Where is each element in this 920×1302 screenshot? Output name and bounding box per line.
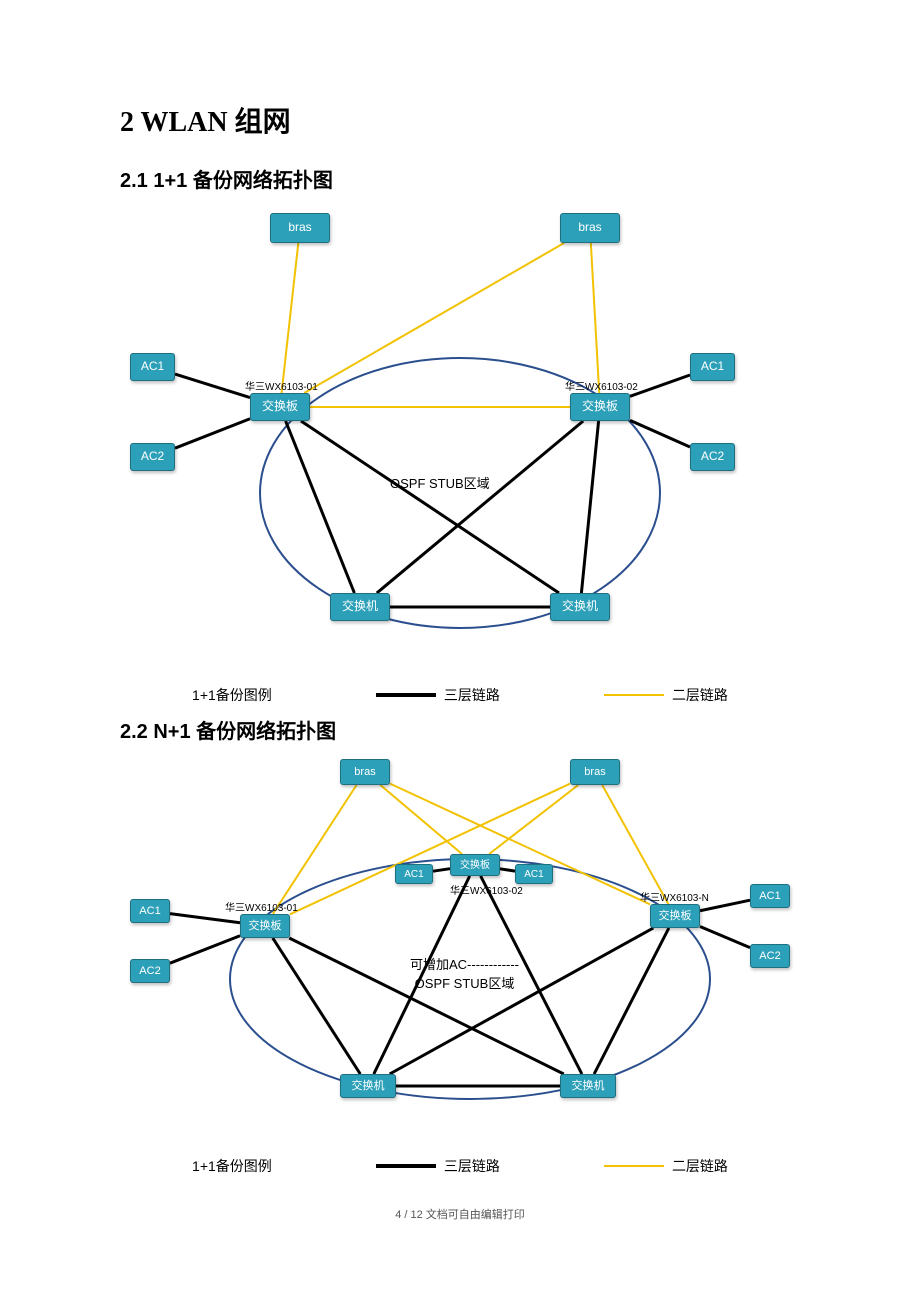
legend-title: 1+1备份图例 — [192, 685, 272, 705]
network-node: 交换机 — [560, 1074, 616, 1098]
network-node: 交换机 — [340, 1074, 396, 1098]
network-node: bras — [340, 759, 390, 785]
network-node: AC2 — [130, 959, 170, 983]
network-node: 交换机 — [330, 593, 390, 621]
network-node: 交换机 — [550, 593, 610, 621]
network-node: AC1 — [395, 864, 433, 884]
legend-1: 1+1备份图例 三层链路 二层链路 — [120, 675, 800, 715]
legend-l2-line — [604, 694, 664, 696]
network-node: 交换板 — [450, 854, 500, 876]
network-node: bras — [560, 213, 620, 243]
legend-2: 1+1备份图例 三层链路 二层链路 — [120, 1146, 800, 1186]
ospf-area-label: OSPF STUB区域 — [390, 473, 490, 492]
legend-l3-label: 三层链路 — [444, 685, 500, 705]
page-footer: 4 / 12 文档可自由编辑打印 — [120, 1206, 800, 1222]
diagram-1: bras bras AC1 AC2 AC1 AC2 交换板 交换板交换机 交换机 华三WX6103… — [120, 203, 800, 663]
device-label: 华三WX6103-01 — [245, 378, 318, 393]
network-node: 交换板 — [240, 914, 290, 938]
legend-l3-line — [376, 1164, 436, 1168]
device-label: 华三WX6103-01 — [225, 899, 298, 914]
legend-l3-line — [376, 693, 436, 697]
device-label: 华三WX6103-N — [640, 889, 709, 904]
section-heading-2b: 2.2 N+1 备份网络拓扑图 — [120, 715, 800, 744]
network-node: 交换板 — [570, 393, 630, 421]
device-label: 华三WX6103-02 — [450, 882, 523, 897]
legend-l2-label: 二层链路 — [672, 1156, 728, 1176]
network-node: AC1 — [130, 353, 175, 381]
network-node: bras — [570, 759, 620, 785]
legend-l2-line — [604, 1165, 664, 1167]
device-label: 华三WX6103-02 — [565, 378, 638, 393]
network-node: AC1 — [130, 899, 170, 923]
ospf-area-label: 可增加AC------------ OSPF STUB区域 — [410, 954, 519, 992]
network-node: AC2 — [690, 443, 735, 471]
network-node: AC1 — [690, 353, 735, 381]
network-node: AC1 — [515, 864, 553, 884]
legend-l3-label: 三层链路 — [444, 1156, 500, 1176]
network-node: 交换板 — [250, 393, 310, 421]
legend-l2-label: 二层链路 — [672, 685, 728, 705]
section-heading-1: 2 WLAN 组网 — [120, 100, 800, 140]
diagram-2: brasbrasAC1AC2AC1AC2AC1AC1交换板交换板交换板交换机交换… — [120, 754, 800, 1134]
section-heading-2a: 2.1 1+1 备份网络拓扑图 — [120, 164, 800, 193]
legend-title: 1+1备份图例 — [192, 1156, 272, 1176]
network-node: AC2 — [750, 944, 790, 968]
network-node: AC1 — [750, 884, 790, 908]
network-node: AC2 — [130, 443, 175, 471]
network-node: bras — [270, 213, 330, 243]
network-node: 交换板 — [650, 904, 700, 928]
